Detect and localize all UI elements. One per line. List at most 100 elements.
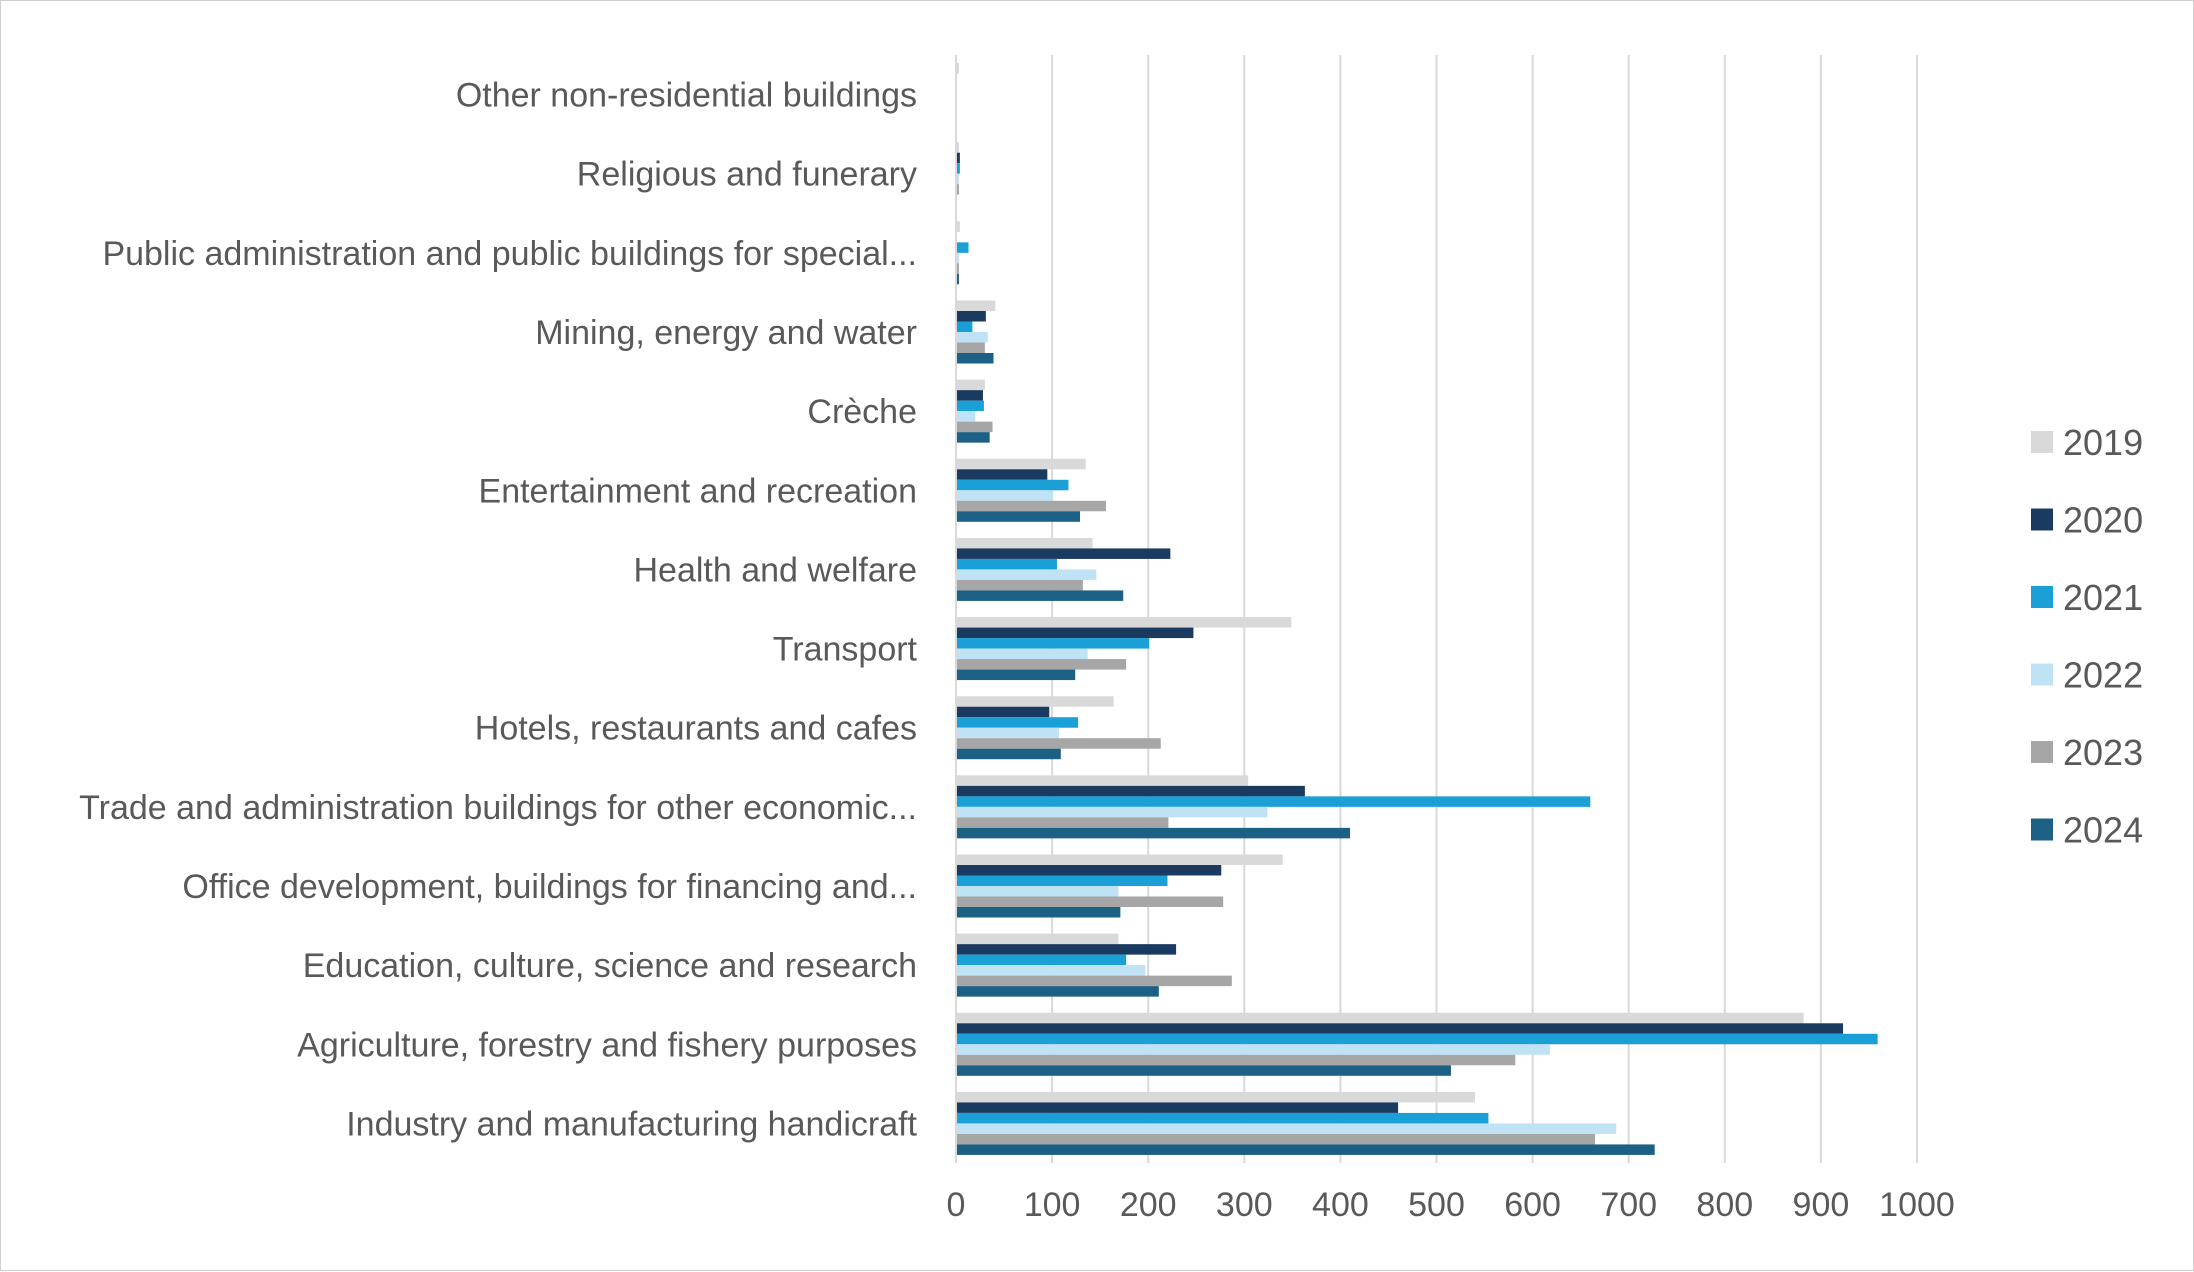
bar-2023	[957, 579, 1083, 591]
legend-swatch	[2031, 818, 2053, 841]
bar-2024	[957, 1144, 1655, 1155]
bar-2022	[957, 490, 1054, 501]
bar-2022	[957, 1123, 1617, 1134]
bar-2022	[957, 569, 1097, 580]
bar-2021	[957, 400, 984, 412]
category-label: Entertainment and recreation	[479, 472, 917, 510]
bar-2022	[957, 806, 1268, 818]
bar-2023	[957, 1133, 1596, 1145]
bar-2019	[957, 142, 959, 153]
x-tick-label: 200	[1120, 1186, 1177, 1224]
bar-2019	[957, 775, 1249, 786]
x-tick-label: 1000	[1879, 1186, 1955, 1224]
bar-2019	[957, 379, 985, 391]
bar-2024	[957, 353, 994, 364]
bar-2020	[957, 785, 1305, 797]
bar-2020	[957, 944, 1177, 955]
bar-2020	[957, 469, 1048, 480]
axes: 0 100 200 300 400 500 600 700 800 900 1000 Other no…	[79, 55, 1955, 1224]
bar-2022	[957, 173, 959, 185]
x-tick-label: 700	[1600, 1186, 1657, 1224]
legend: 2019 2020 2021 2022 2023 2024	[2031, 422, 2143, 851]
bar-2019	[957, 854, 1283, 865]
category-label: Other non-residential buildings	[456, 77, 917, 115]
bar-2019	[957, 458, 1086, 470]
bar-2020	[957, 390, 983, 401]
bar-2021	[957, 1112, 1489, 1124]
legend-swatch	[2031, 663, 2053, 686]
bar-2019	[957, 1091, 1475, 1103]
x-tick-label: 500	[1408, 1186, 1465, 1224]
bar-2019	[957, 696, 1114, 707]
bar-2022	[957, 886, 1119, 897]
bar-2021	[957, 479, 1069, 491]
bar-2022	[957, 648, 1088, 660]
bar-2024	[957, 748, 1061, 760]
bar-2020	[957, 627, 1194, 639]
bar-2022	[957, 727, 1059, 739]
bar-2019	[957, 537, 1093, 549]
bar-2020	[957, 1023, 1844, 1034]
bar-2019	[957, 1012, 1804, 1024]
legend-label: 2019	[2063, 422, 2143, 463]
category-label: Health and welfare	[633, 551, 917, 589]
bar-2023	[957, 896, 1224, 907]
category-label: Transport	[773, 631, 918, 669]
legend-label: 2020	[2063, 500, 2143, 541]
bar-2023	[957, 1054, 1516, 1066]
bar-2021	[957, 638, 1150, 649]
x-tick-label: 300	[1216, 1186, 1273, 1224]
bar-2021	[957, 796, 1591, 807]
bar-2021	[957, 1033, 1878, 1045]
x-tick-label: 900	[1793, 1186, 1850, 1224]
bar-2022	[957, 332, 988, 343]
category-label: Industry and manufacturing handicraft	[346, 1105, 917, 1143]
bar-2023	[957, 817, 1169, 828]
bar-2024	[957, 669, 1076, 681]
category-label: Mining, energy and water	[535, 314, 917, 352]
x-tick-label: 400	[1312, 1186, 1369, 1224]
bar-2021	[957, 321, 973, 332]
legend-label: 2021	[2063, 577, 2143, 618]
x-tick-label: 100	[1024, 1186, 1081, 1224]
legend-label: 2024	[2063, 810, 2143, 851]
bars	[957, 63, 1878, 1155]
bar-2024	[957, 511, 1081, 522]
bar-2020	[957, 865, 1222, 876]
bar-2020	[957, 1102, 1399, 1113]
x-tick-label: 800	[1696, 1186, 1753, 1224]
bar-2024	[957, 907, 1121, 918]
bar-2019	[957, 617, 1292, 628]
bar-2019	[957, 933, 1119, 945]
bar-2020	[957, 548, 1171, 559]
bar-2019	[957, 221, 960, 232]
bar-2021	[957, 163, 960, 174]
bar-2024	[957, 986, 1159, 997]
bar-2024	[957, 432, 990, 443]
category-label: Agriculture, forestry and fishery purpos…	[297, 1026, 917, 1064]
bar-2023	[957, 184, 959, 195]
bar-2024	[957, 590, 1124, 601]
bar-2021	[957, 954, 1127, 966]
bar-2022	[957, 411, 976, 422]
bar-2021	[957, 558, 1057, 570]
bar-2024	[957, 827, 1351, 839]
bar-2023	[957, 659, 1127, 670]
category-label: Education, culture, science and research	[303, 947, 917, 985]
bar-2019	[957, 300, 996, 311]
legend-swatch	[2031, 741, 2053, 763]
bar-2023	[957, 500, 1106, 512]
bar-2019	[957, 63, 959, 74]
category-label: Office development, buildings for financ…	[182, 868, 917, 906]
legend-label: 2022	[2063, 655, 2143, 696]
legend-swatch	[2031, 586, 2053, 608]
bar-2024	[957, 1065, 1451, 1076]
bar-2022	[957, 252, 959, 264]
bar-2020	[957, 152, 960, 164]
category-label: Trade and administration buildings for o…	[79, 789, 917, 827]
bar-2020	[957, 706, 1050, 718]
bar-2021	[957, 242, 969, 253]
category-label: Religious and funerary	[577, 156, 917, 194]
